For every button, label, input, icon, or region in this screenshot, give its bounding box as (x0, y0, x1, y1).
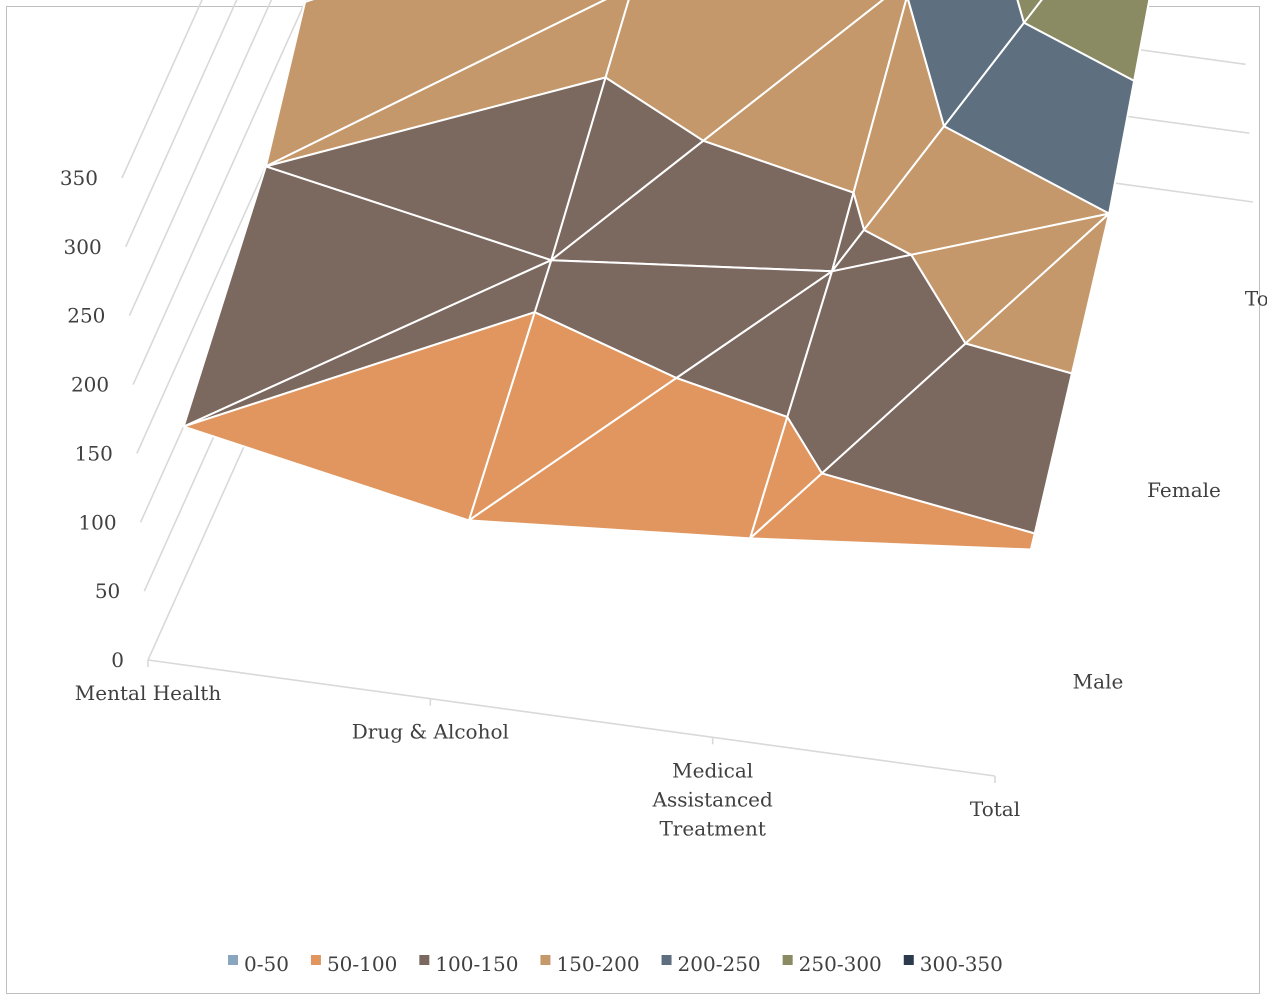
category-label-3: Total (970, 797, 1020, 821)
legend-swatch-250-300 (782, 955, 793, 965)
legend-label-300-350: 300-350 (920, 952, 1003, 976)
z-tick-label-100: 100 (78, 510, 116, 534)
surface-cell-2-1-1-band-5 (1016, 0, 1043, 24)
gridline-300 (124, 0, 238, 248)
series-label-female: Female (1147, 478, 1221, 502)
axes: 0 50 100 150 200 250 300 350 Mental Health Drug &… (60, 166, 1267, 840)
legend-label-0-50: 0-50 (244, 952, 289, 976)
z-tick-label-300: 300 (64, 235, 102, 259)
surface-plot (182, 0, 1151, 551)
surface-cell-0-0-0-band-1 (182, 311, 536, 522)
z-tick-label-200: 200 (71, 373, 109, 397)
series-label-total: Total (1245, 287, 1267, 311)
category-label-line: Total (970, 797, 1020, 821)
category-label-line: Treatment (659, 816, 765, 840)
category-axis-line (147, 659, 996, 777)
legend-label-50-100: 50-100 (327, 952, 397, 976)
category-label-line: Mental Health (75, 681, 222, 705)
category-label-2: Medical Assistanced Treatment (652, 758, 774, 840)
legend-label-100-150: 100-150 (435, 952, 518, 976)
category-label-0: Mental Health (75, 681, 222, 705)
z-tick-label-150: 150 (75, 441, 113, 465)
legend-label-250-300: 250-300 (799, 952, 882, 976)
legend-swatch-50-100 (310, 955, 321, 965)
category-label-line: Medical (672, 758, 753, 782)
gridline-200 (132, 0, 307, 385)
legend: 0-50 50-100 100-150 150-200 200-250 250-300 30… (228, 952, 1003, 976)
gridline-150 (136, 0, 342, 454)
z-tick-label-0: 0 (111, 648, 124, 672)
legend-swatch-100-150 (419, 955, 430, 965)
z-tick-label-50: 50 (95, 579, 120, 603)
category-label-line: Assistanced (652, 787, 774, 811)
legend-swatch-150-200 (540, 955, 551, 965)
category-label-1: Drug & Alcohol (352, 720, 509, 744)
legend-swatch-300-350 (903, 955, 914, 965)
legend-label-200-250: 200-250 (678, 952, 761, 976)
gridline-250 (128, 0, 273, 317)
z-tick-label-250: 250 (67, 304, 105, 328)
legend-swatch-0-50 (228, 955, 238, 965)
legend-swatch-200-250 (661, 955, 672, 965)
category-label-line: Drug & Alcohol (352, 720, 509, 744)
legend-label-150-200: 150-200 (556, 952, 639, 976)
series-label-male: Male (1073, 669, 1124, 693)
z-tick-label-350: 350 (60, 166, 98, 190)
surface-cell-2-0-0-band-1 (749, 472, 1036, 551)
